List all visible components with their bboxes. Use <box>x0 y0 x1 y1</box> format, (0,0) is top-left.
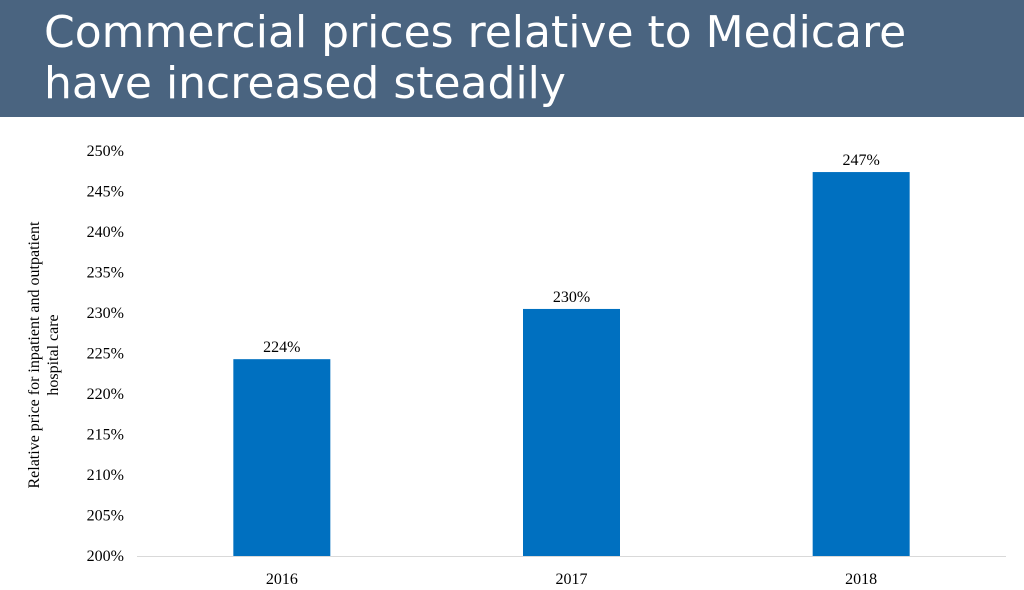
x-tick-label: 2016 <box>266 571 298 588</box>
data-label: 230% <box>553 289 590 306</box>
y-tick-label: 210% <box>87 467 124 484</box>
slide-title-line-2: have increased steadily <box>44 58 566 109</box>
slide-title-line-1: Commercial prices relative to Medicare <box>44 7 907 58</box>
y-tick-label: 215% <box>87 427 124 444</box>
y-tick-label: 230% <box>87 305 124 322</box>
y-tick-label: 200% <box>87 548 124 565</box>
bar <box>812 172 910 556</box>
y-tick-label: 225% <box>87 346 124 363</box>
y-tick-label: 240% <box>87 224 124 241</box>
y-tick-label: 205% <box>87 508 124 525</box>
x-tick-label: 2018 <box>845 571 877 588</box>
y-tick-label: 235% <box>87 265 124 282</box>
bar <box>233 359 331 556</box>
x-tick-label: 2017 <box>556 571 588 588</box>
y-tick-label: 250% <box>87 143 124 160</box>
y-tick-label: 220% <box>87 386 124 403</box>
title-banner: Commercial prices relative to Medicare h… <box>0 0 1024 117</box>
data-label: 224% <box>263 339 300 356</box>
data-label: 247% <box>843 152 880 169</box>
y-tick-label: 245% <box>87 184 124 201</box>
bar <box>523 308 620 556</box>
